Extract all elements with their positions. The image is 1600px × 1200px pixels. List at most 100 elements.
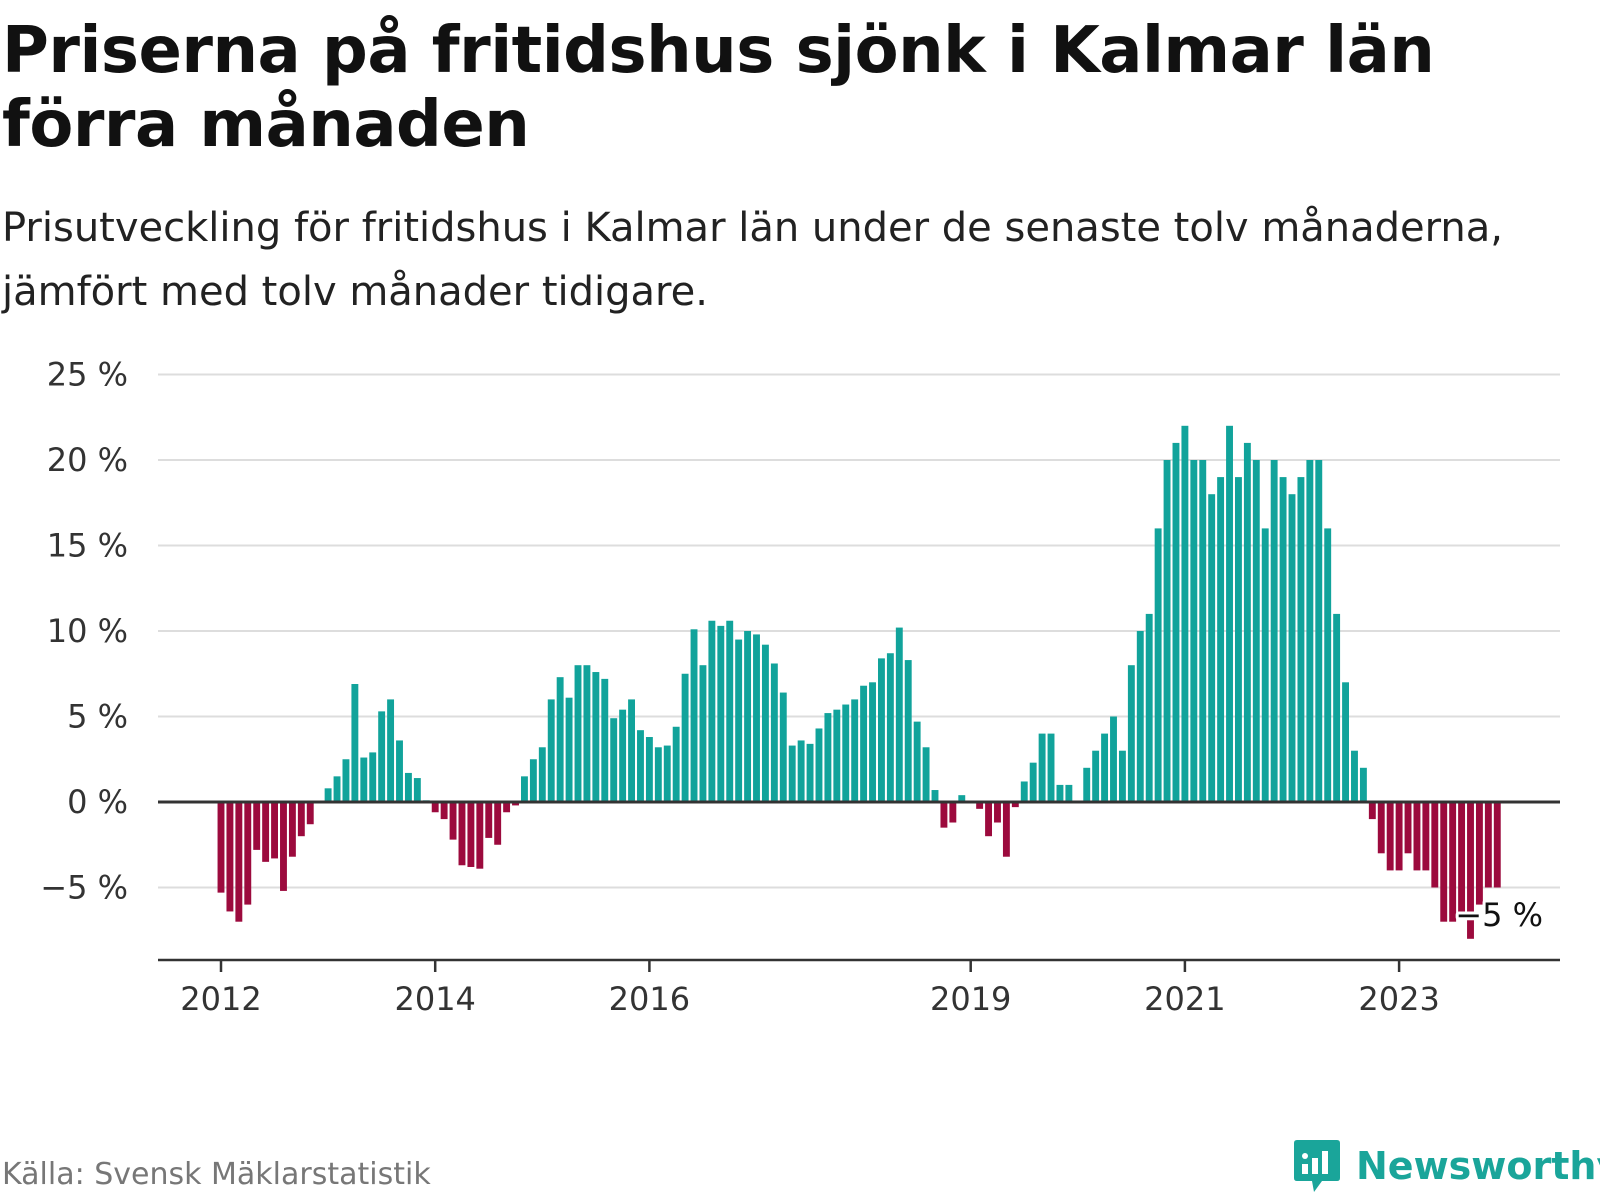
bar [1306,460,1314,802]
bar [288,802,296,857]
bar [958,795,966,802]
bar [1449,802,1457,922]
bar [726,620,734,802]
bar [735,639,743,802]
bar [565,697,573,802]
bar [601,678,609,802]
bar [351,684,359,802]
y-tick-label: 20 % [47,441,128,479]
bar [1493,802,1501,888]
bar [271,802,278,859]
y-tick-label: 10 % [47,612,128,650]
bar [922,747,930,802]
bar [1297,477,1305,802]
bar [333,776,341,802]
bar [1029,762,1037,802]
bar [637,730,644,802]
bar [253,802,261,850]
source-note: Källa: Svensk Mäklarstatistik [2,1157,431,1192]
bar [1038,733,1046,802]
bar [1368,802,1376,820]
bar [1484,802,1492,888]
bar [761,644,769,802]
bar [547,699,555,802]
x-tick-label: 2021 [1144,980,1225,1018]
bar [1333,613,1341,802]
y-tick-label: 15 % [47,527,128,565]
bar [994,802,1001,823]
bar [360,757,368,802]
y-axis-tick-labels: 25 % 20 % 15 % 10 % 5 % 0 % −5 % [40,356,128,907]
chart-subtitle: Prisutveckling för fritidshus i Kalmar l… [2,205,1503,315]
bar [449,802,457,840]
bar [628,699,635,802]
chart-title: Priserna på fritidshus sjönk i Kalmar lä… [2,14,1435,162]
bar-chart: 25 %20 %15 %10 %5 %0 %−5 % 2012 2014 2016 2… [40,356,1560,1018]
bar [226,802,234,912]
bar [645,737,653,802]
newsworthy-logo-icon [1294,1140,1340,1192]
bar [1377,802,1385,854]
bar [985,802,992,837]
bar [556,677,564,802]
gridlines [158,373,1560,889]
bar [1118,750,1126,802]
bar [1145,613,1153,802]
bar [1163,460,1171,802]
brand-logo: Newsworthy [1292,1136,1600,1196]
y-tick-label: 25 % [47,356,128,394]
bar [976,802,984,809]
bar [1440,802,1448,922]
bar [262,802,270,862]
bar [1056,784,1064,802]
bar [1065,784,1073,802]
bar [904,660,912,802]
bar [1110,716,1117,802]
bar [842,704,850,802]
bar [1083,767,1091,802]
bar [610,718,618,802]
bar [1243,442,1251,802]
bar [1208,494,1216,802]
bar [869,682,876,802]
bar [824,713,832,802]
bar [833,709,841,802]
bar [1261,528,1269,802]
y-tick-label: 0 % [67,783,128,821]
bar [280,802,287,891]
bar [1047,733,1055,802]
bar [1235,477,1242,802]
bar [1226,425,1233,802]
bar [217,802,225,893]
bar [503,802,511,813]
bar [1404,802,1412,854]
bar [431,802,439,813]
bar [324,788,332,802]
bar [1386,802,1394,871]
bar [458,802,466,866]
bar [1136,631,1144,802]
bar [1467,802,1474,939]
bar [753,634,760,802]
bar [512,802,519,806]
bar [1252,460,1260,802]
x-tick-label: 2014 [394,980,475,1018]
bar [779,692,787,802]
bar [494,802,502,845]
bar [1101,733,1109,802]
bar [297,802,305,837]
bar [387,699,395,802]
bar [797,740,805,802]
bar [396,740,403,802]
bar [1288,494,1296,802]
bar [1422,802,1430,871]
bar [1127,665,1135,802]
bar [663,745,671,802]
bar [770,663,778,802]
x-axis-ticks: 2012 2014 2016 2019 2021 2023 [180,960,1440,1018]
bar [1002,802,1010,857]
bar [851,699,859,802]
bar [440,802,448,820]
bar [690,629,698,802]
last-value-label: −5 % [1455,896,1543,934]
